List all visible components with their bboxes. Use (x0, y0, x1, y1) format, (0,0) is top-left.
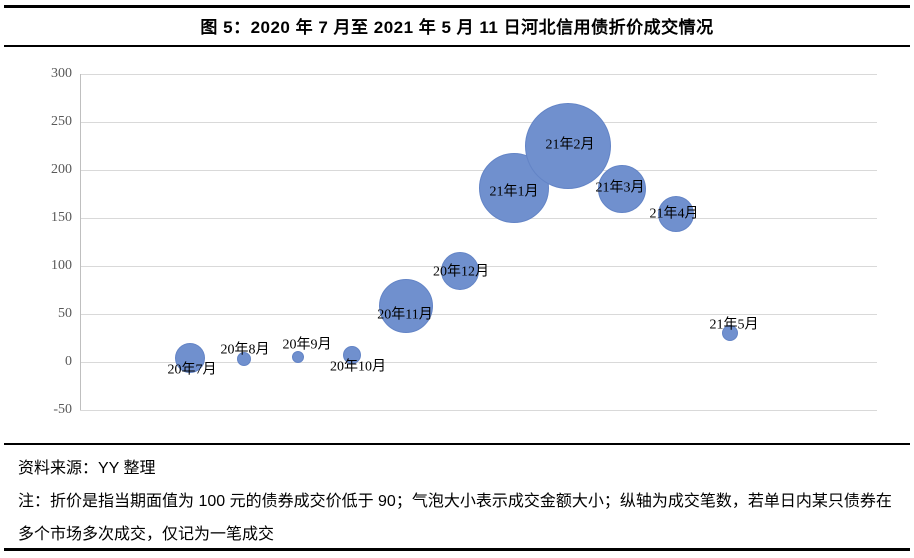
y-axis-tick-label: 200 (51, 162, 72, 177)
y-axis-tick-label: 250 (51, 114, 72, 129)
bubble-chart-plot-area: 300 250 200 150 100 50 0 -50 20年7月 20年8月 20年9月 20年1… (51, 67, 877, 417)
y-gridline (80, 169, 877, 171)
y-gridline (80, 73, 877, 75)
bubble-month-label: 20年7月 (167, 362, 217, 378)
y-gridline (80, 409, 877, 411)
bubble-month-label: 21年2月 (545, 137, 595, 153)
source-text: 资料来源：YY 整理 (18, 460, 156, 477)
y-gridline (80, 361, 877, 363)
note-text: 注：折价是指当期面值为 100 元的债券成交价低于 90；气泡大小表示成交金额大… (18, 493, 892, 543)
bubble-month-label: 21年5月 (709, 317, 759, 333)
data-bubble (343, 346, 361, 365)
data-bubble (722, 325, 738, 342)
data-bubble (292, 351, 304, 364)
y-axis-tick-label: 50 (58, 306, 72, 321)
data-bubble (441, 251, 479, 290)
figure-title: 图 5：2020 年 7 月至 2021 年 5 月 11 日河北信用债折价成交… (200, 18, 714, 37)
data-bubble (598, 165, 646, 214)
data-bubble (525, 103, 611, 189)
bubble-month-label: 20年9月 (282, 337, 332, 353)
bubble-month-label: 20年8月 (220, 342, 270, 358)
bottom-divider (4, 548, 910, 551)
bubble-month-label: 20年10月 (330, 359, 386, 375)
bubble-month-label: 21年1月 (489, 184, 539, 200)
title-divider (4, 45, 910, 47)
y-axis-tick-label: 100 (51, 258, 72, 273)
bubble-month-label: 21年3月 (595, 180, 645, 196)
y-axis-tick-label: 300 (51, 66, 72, 81)
y-gridline (80, 313, 877, 315)
top-divider (4, 5, 910, 8)
y-axis-tick-label: 150 (51, 210, 72, 225)
footer-divider (4, 443, 910, 445)
data-bubble (379, 279, 433, 334)
y-axis-tick-label: 0 (65, 354, 72, 369)
bubble-month-label: 20年11月 (377, 307, 433, 323)
y-gridline (80, 121, 877, 123)
data-bubble (237, 352, 251, 367)
y-axis-tick-label: -50 (53, 402, 72, 417)
y-axis-line (80, 74, 81, 410)
bubble-month-label: 21年4月 (649, 206, 699, 222)
data-bubble (175, 343, 205, 374)
data-bubble (658, 196, 694, 233)
bubble-month-label: 20年12月 (433, 264, 489, 280)
y-gridline (80, 217, 877, 219)
